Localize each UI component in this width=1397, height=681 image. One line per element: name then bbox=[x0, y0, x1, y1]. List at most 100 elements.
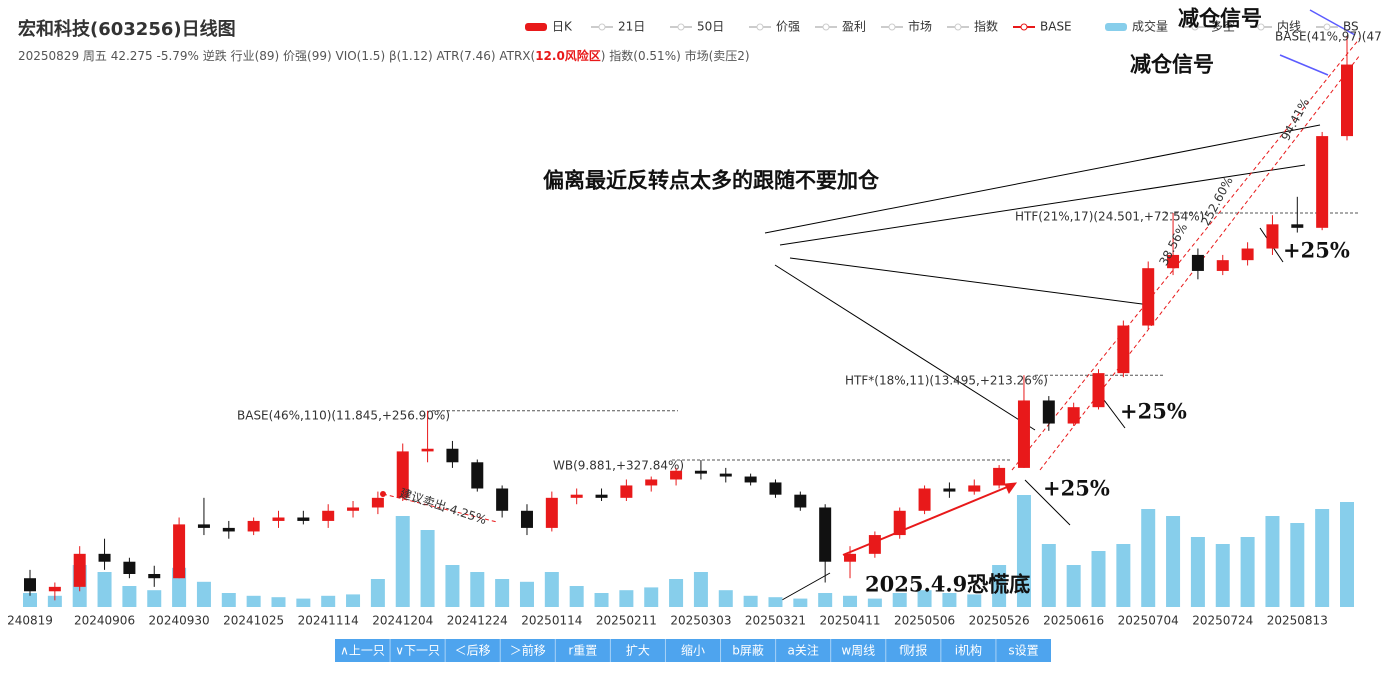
x-tick-label: 20250724 bbox=[1192, 614, 1253, 628]
legend-swatch bbox=[1257, 23, 1265, 31]
volume-bar bbox=[768, 597, 783, 607]
x-tick-label: 20250321 bbox=[745, 614, 806, 628]
legend-item[interactable]: 内线 bbox=[1250, 20, 1301, 34]
volume-bar bbox=[1016, 495, 1031, 607]
candle-body bbox=[844, 553, 857, 562]
legend-item[interactable]: 日K bbox=[525, 20, 573, 34]
candle-body bbox=[24, 578, 36, 592]
candle-body bbox=[48, 586, 61, 592]
volume-bar bbox=[420, 530, 435, 607]
candle-body bbox=[520, 510, 533, 528]
volume-bar bbox=[693, 572, 708, 607]
legend-item[interactable]: 盈利 bbox=[815, 20, 866, 34]
candle-body bbox=[620, 485, 633, 498]
candle-body bbox=[794, 494, 807, 508]
legend-label: 内线 bbox=[1277, 20, 1301, 34]
level-label: HTF*(18%,11)(13.495,+213.26%) bbox=[845, 374, 1048, 388]
toolbar-button[interactable]: ＞前移 bbox=[510, 643, 546, 658]
candle-body bbox=[595, 494, 608, 498]
legend-item[interactable]: 多空 bbox=[1184, 20, 1235, 34]
candle-body bbox=[1017, 400, 1030, 468]
toolbar-button[interactable]: b屏蔽 bbox=[732, 644, 764, 658]
legend-item[interactable]: 市场 bbox=[881, 19, 932, 34]
level-label: BASE(46%,110)(11.845,+256.90%) bbox=[237, 409, 450, 423]
candle-body bbox=[943, 488, 956, 492]
candle-body bbox=[819, 507, 832, 562]
legend-swatch bbox=[822, 23, 830, 31]
annotation: 减仓信号 bbox=[1178, 6, 1262, 31]
volume-bar bbox=[619, 590, 634, 607]
candle-body bbox=[570, 494, 583, 498]
candle-body bbox=[148, 573, 161, 579]
legend-label: 50日 bbox=[697, 20, 724, 34]
x-tick-label: 20250303 bbox=[670, 614, 731, 628]
volume-bar bbox=[346, 594, 361, 607]
candle-body bbox=[1167, 254, 1180, 269]
volume-bar bbox=[1141, 509, 1156, 607]
annotation-lines bbox=[764, 124, 1321, 601]
candle-body bbox=[272, 517, 285, 521]
volume-bar bbox=[1066, 565, 1081, 607]
legend-swatch bbox=[1323, 23, 1331, 31]
volume-bar bbox=[1041, 544, 1056, 607]
x-tick-label: 240819 bbox=[7, 614, 53, 628]
volume-bar bbox=[1315, 509, 1330, 607]
candle-body bbox=[1266, 224, 1279, 249]
x-tick-label: 20250114 bbox=[521, 614, 582, 628]
volume-bar bbox=[296, 598, 311, 607]
candle-body bbox=[719, 473, 732, 477]
legend-label: 多空 bbox=[1211, 20, 1235, 34]
volume-bar bbox=[271, 597, 286, 607]
toolbar-button[interactable]: w周线 bbox=[841, 644, 875, 658]
volume-bar bbox=[1240, 537, 1255, 607]
x-tick-label: 20250506 bbox=[894, 614, 955, 628]
legend-item[interactable]: 21日 bbox=[591, 20, 645, 34]
annotation: 2025.4.9恐慌底 bbox=[865, 572, 1030, 597]
candle-body bbox=[197, 524, 210, 528]
candle-body bbox=[694, 470, 707, 474]
x-tick-label: 20241025 bbox=[223, 614, 284, 628]
candle-body bbox=[1042, 400, 1055, 424]
candle-body bbox=[670, 470, 683, 480]
candle-body bbox=[496, 488, 509, 511]
toolbar-button[interactable]: f财报 bbox=[899, 643, 927, 658]
toolbar-button[interactable]: ∨下一只 bbox=[395, 644, 440, 658]
legend-item[interactable]: 50日 bbox=[670, 20, 724, 34]
legend-swatch bbox=[1020, 23, 1028, 31]
volume-bar bbox=[1215, 544, 1230, 607]
candle-body bbox=[297, 517, 310, 521]
signal-arrows bbox=[1279, 9, 1356, 76]
x-tick-label: 20250411 bbox=[819, 614, 880, 628]
toolbar-button[interactable]: a关注 bbox=[787, 643, 818, 658]
volume-bar bbox=[47, 595, 62, 607]
toolbar-button[interactable]: ＜后移 bbox=[455, 644, 491, 658]
legend-item[interactable]: BS bbox=[1316, 20, 1359, 34]
legend-item[interactable]: BASE bbox=[1013, 20, 1072, 34]
legend-swatch bbox=[1105, 23, 1127, 31]
legend-item[interactable]: 成交量 bbox=[1105, 19, 1168, 34]
toolbar-button[interactable]: s设置 bbox=[1008, 644, 1038, 658]
legend-label: 市场 bbox=[908, 19, 932, 34]
legend-item[interactable]: 指数 bbox=[947, 19, 998, 34]
toolbar-button[interactable]: i机构 bbox=[955, 643, 982, 658]
sell-point bbox=[380, 491, 386, 497]
candle-body bbox=[1092, 373, 1105, 408]
candle-body bbox=[371, 497, 384, 508]
candle-body bbox=[744, 476, 757, 483]
volume-bar bbox=[147, 590, 162, 607]
toolbar-button[interactable]: 缩小 bbox=[681, 643, 705, 658]
x-tick-label: 20241114 bbox=[298, 614, 359, 628]
candle-body bbox=[471, 462, 484, 489]
volume-bar bbox=[992, 565, 1007, 607]
candle-body bbox=[396, 451, 409, 498]
legend-item[interactable]: 价强 bbox=[749, 20, 800, 34]
toolbar-button[interactable]: ∧上一只 bbox=[340, 644, 385, 658]
toolbar-button[interactable]: 扩大 bbox=[626, 644, 650, 658]
candle-body bbox=[98, 553, 111, 562]
volume-bar bbox=[818, 593, 833, 607]
legend-swatch bbox=[525, 23, 547, 31]
candle-body bbox=[222, 527, 235, 532]
volume-bar bbox=[97, 572, 112, 607]
toolbar-button[interactable]: r重置 bbox=[568, 644, 597, 658]
candle-body bbox=[545, 497, 558, 528]
